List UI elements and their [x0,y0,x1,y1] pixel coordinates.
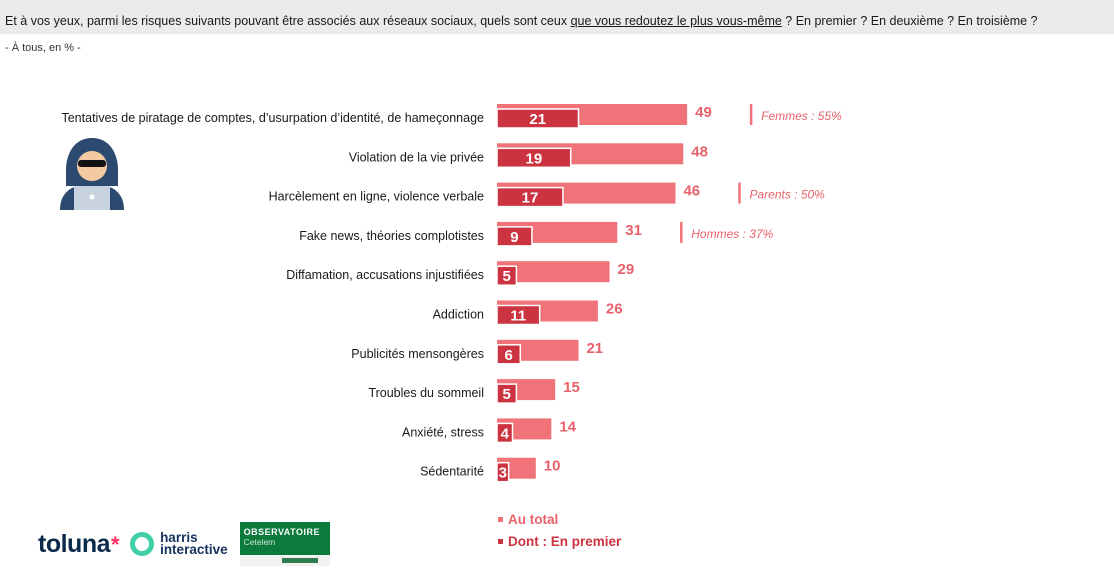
first-bar [496,147,572,169]
annotation-label: Hommes : 37% [691,227,773,241]
first-bar [496,383,518,404]
legend-swatch-total [498,516,503,522]
total-bar [497,261,610,283]
category-label: Violation de la vie privée [349,150,484,164]
first-bar [496,186,564,208]
chart: Tentatives de piratage de comptes, d’usu… [61,104,842,483]
category-label: Tentatives de piratage de comptes, d’usu… [61,111,484,125]
first-value-label: 4 [501,425,510,442]
total-value-label: 49 [695,104,712,121]
annotation-label: Parents : 50% [749,188,825,202]
annotation-label: Femmes : 55% [761,109,842,123]
first-value-label: 17 [522,190,539,207]
logo-strip: toluna* harris interactive OBSERVATOIRE C… [38,522,330,566]
first-bar [496,344,522,365]
total-value-label: 21 [586,340,603,357]
observatoire-cetelem-logo: OBSERVATOIRE Cetelem [239,522,330,566]
first-value-label: 3 [499,465,507,482]
question-header [0,0,1114,34]
chart-legend: Au total Dont : En premier [498,508,621,552]
total-value-label: 14 [559,418,576,435]
question-text: Et à vos yeux, parmi les risques suivant… [5,14,1038,28]
observatoire-logo-line2: Cetelem [243,537,276,547]
category-label: Anxiété, stress [402,425,484,439]
first-value-label: 5 [503,268,511,285]
category-label: Sédentarité [420,465,484,479]
first-bar [496,461,510,483]
legend-item-first: Dont : En premier [498,530,621,552]
legend-item-total: Au total [498,508,621,530]
bnp-paribas-strip [239,555,330,566]
toluna-logo-text: toluna [38,529,111,558]
harris-logo-text: harris interactive [160,530,228,557]
question-text-underlined: que vous redoutez le plus vous-même [570,14,782,28]
first-value-label: 11 [510,308,526,325]
base-label: - À tous, en % - [5,42,81,54]
category-label: Troubles du sommeil [368,386,484,400]
total-value-label: 26 [606,301,623,318]
question-text-end: ? En premier ? En deuxième ? En troisièm… [781,14,1038,28]
category-label: Addiction [433,308,484,322]
toluna-star-icon: * [111,531,120,557]
question-text-start: Et à vos yeux, parmi les risques suivant… [5,14,571,28]
total-value-label: 10 [544,458,561,475]
total-value-label: 46 [683,183,700,200]
category-label: Diffamation, accusations injustifiées [286,268,484,282]
first-value-label: 21 [529,111,546,128]
legend-label-first: Dont : En premier [508,533,622,549]
harris-ring-icon [130,532,155,556]
legend-swatch-first [498,538,503,544]
harris-logo-line2: interactive [160,542,228,557]
category-label: Publicités mensongères [351,347,484,361]
legend-label-total: Au total [508,511,559,527]
category-label: Fake news, théories complotistes [299,229,484,243]
first-bar [496,226,533,247]
hacker-icon [60,138,124,210]
first-value-label: 19 [526,150,543,167]
harris-interactive-logo: harris interactive [129,531,228,557]
first-bar [496,422,514,444]
total-value-label: 31 [625,222,642,239]
total-value-label: 15 [563,379,580,396]
first-value-label: 6 [504,347,512,364]
observatoire-logo-line1: OBSERVATOIRE [243,527,320,537]
total-value-label: 29 [618,261,635,278]
category-label: Harcèlement en ligne, violence verbale [269,190,484,204]
first-value-label: 5 [503,386,511,403]
first-bar [496,108,580,129]
harris-logo-line1: harris [160,530,198,545]
bnp-paribas-mark [281,558,318,563]
total-value-label: 48 [691,143,708,160]
toluna-logo: toluna* [38,529,120,559]
first-value-label: 9 [510,229,518,246]
first-bar [496,304,541,326]
first-bar [496,265,518,286]
